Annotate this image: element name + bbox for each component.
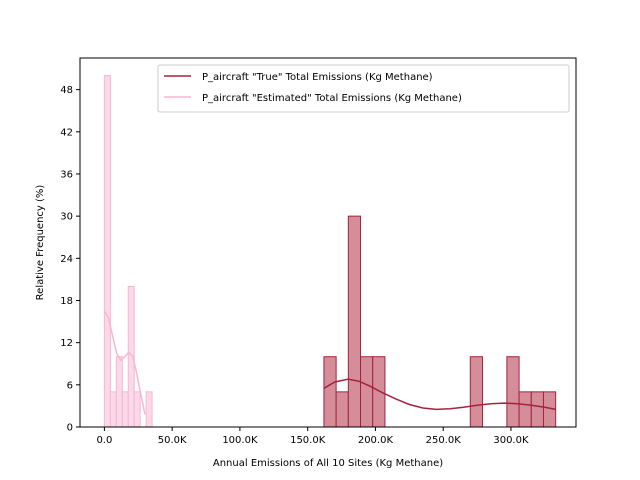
y-tick-label: 6 — [67, 380, 73, 391]
y-tick-label: 12 — [60, 338, 73, 349]
histogram-bar-true-12 — [469, 356, 483, 428]
histogram-bar-estimated-1 — [109, 391, 117, 428]
histogram-bar-true-17 — [530, 391, 544, 428]
legend-label-estimated: P_aircraft "Estimated" Total Emissions (… — [202, 93, 462, 104]
x-tick-label: 100.0K — [222, 435, 258, 446]
legend-label-true: P_aircraft "True" Total Emissions (Kg Me… — [202, 72, 433, 83]
x-tick-label: 50.0K — [158, 435, 187, 446]
histogram-bar-estimated-3 — [121, 391, 129, 428]
histogram-bar-true-2 — [347, 215, 362, 428]
y-tick-label: 18 — [60, 296, 73, 307]
x-tick-label: 250.0K — [426, 435, 462, 446]
legend-box — [157, 64, 570, 113]
histogram-bar-true-15 — [506, 356, 520, 428]
y-axis-ticks: 0 6 12 18 24 30 36 42 48 — [60, 85, 80, 434]
histogram-bar-true-4 — [372, 356, 386, 428]
x-tick-label: 150.0K — [290, 435, 326, 446]
legend: P_aircraft "True" Total Emissions (Kg Me… — [157, 64, 570, 113]
y-tick-label: 48 — [60, 85, 73, 96]
axes-frame — [79, 57, 577, 428]
histogram-bar-true-0 — [323, 356, 337, 428]
histogram-bars-group — [103, 75, 557, 428]
y-tick-label: 36 — [60, 169, 73, 180]
x-tick-label: 0.0 — [96, 435, 112, 446]
kde-line-true — [323, 378, 556, 411]
y-axis-label: Relative Frequency (%) — [35, 185, 46, 301]
histogram-bar-true-3 — [360, 356, 374, 428]
histogram-bar-estimated-2 — [115, 356, 123, 428]
histogram-bar-estimated-5 — [133, 391, 141, 428]
y-tick-label: 24 — [60, 254, 73, 265]
x-axis-ticks: 0.0 50.0K 100.0K 150.0K 200.0K 250.0K 300.0K — [96, 427, 529, 446]
x-axis-label: Annual Emissions of All 10 Sites (Kg Met… — [213, 458, 443, 469]
y-tick-label: 30 — [60, 212, 73, 223]
y-tick-label: 42 — [60, 127, 73, 138]
y-tick-label: 0 — [67, 423, 73, 434]
histogram-bar-true-1 — [335, 391, 349, 428]
histogram-bar-estimated-7 — [145, 391, 153, 428]
kde-line-estimated — [103, 310, 146, 415]
histogram-bar-true-16 — [518, 391, 532, 428]
x-tick-label: 200.0K — [358, 435, 394, 446]
kde-lines-group — [103, 310, 556, 415]
x-tick-label: 300.0K — [493, 435, 529, 446]
histogram-bar-estimated-0 — [103, 75, 111, 428]
